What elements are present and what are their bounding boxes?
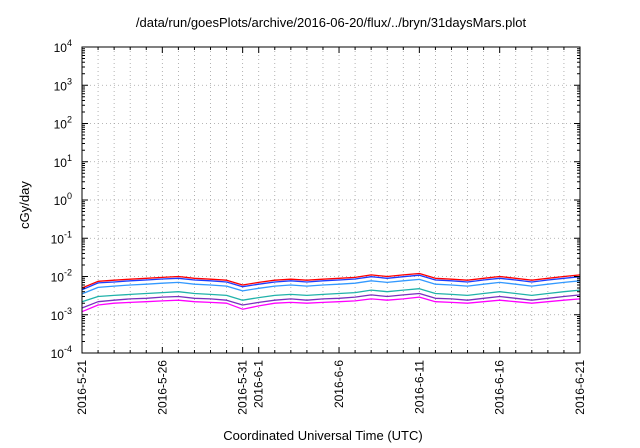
x-tick-label: 2016-5-31 xyxy=(236,360,250,415)
y-tick-exponent: 4 xyxy=(67,38,72,48)
y-tick-exponent: -4 xyxy=(64,344,72,354)
x-axis: 2016-5-21 2016-5-26 2016-5-31 2016-6-1 2016-… xyxy=(75,47,587,415)
x-tick-label: 2016-5-21 xyxy=(75,360,89,415)
x-tick-label: 2016-6-21 xyxy=(573,360,587,415)
chart-title: /data/run/goesPlots/archive/2016-06-20/f… xyxy=(136,15,527,30)
y-tick-base: 10 xyxy=(51,232,65,246)
y-tick-label: 103 xyxy=(54,76,72,93)
y-tick-label: 100 xyxy=(54,191,72,208)
y-tick-label: 10-2 xyxy=(51,268,72,285)
series-line-1 xyxy=(81,272,581,289)
x-tick-label: 2016-6-6 xyxy=(332,360,346,408)
y-tick-base: 10 xyxy=(54,79,68,93)
y-tick-base: 10 xyxy=(54,194,68,208)
series-line-6 xyxy=(81,296,581,313)
y-tick-label: 10-4 xyxy=(51,344,72,361)
y-tick-base: 10 xyxy=(54,156,68,170)
grid xyxy=(81,46,581,354)
x-tick-label: 2016-6-11 xyxy=(412,360,426,414)
x-axis-label: Coordinated Universal Time (UTC) xyxy=(223,428,422,443)
y-tick-exponent: -2 xyxy=(64,268,72,278)
y-tick-base: 10 xyxy=(51,347,65,361)
x-tick-label: 2016-5-26 xyxy=(155,360,169,415)
y-tick-base: 10 xyxy=(54,41,68,55)
x-tick-label: 2016-6-1 xyxy=(252,360,266,408)
y-tick-exponent: 3 xyxy=(67,76,72,86)
y-tick-label: 10-3 xyxy=(51,306,72,323)
series-line-5 xyxy=(81,292,581,309)
y-tick-label: 10-1 xyxy=(51,229,72,246)
y-axis-label: cGy/day xyxy=(17,181,32,229)
series-line-4 xyxy=(81,288,581,303)
y-tick-base: 10 xyxy=(51,309,65,323)
y-tick-exponent: 2 xyxy=(67,115,72,125)
y-tick-exponent: 1 xyxy=(67,153,72,163)
y-tick-exponent: 0 xyxy=(67,191,72,201)
y-tick-label: 101 xyxy=(54,153,72,170)
x-tick-label: 2016-6-16 xyxy=(493,360,507,415)
series-group xyxy=(81,272,581,313)
y-tick-base: 10 xyxy=(54,118,68,132)
y-tick-exponent: -3 xyxy=(64,306,72,316)
series-line-3 xyxy=(81,278,581,295)
y-tick-exponent: -1 xyxy=(64,229,72,239)
y-tick-base: 10 xyxy=(51,271,65,285)
y-tick-label: 102 xyxy=(54,115,72,132)
series-line-2 xyxy=(81,274,581,291)
y-tick-label: 104 xyxy=(54,38,72,55)
